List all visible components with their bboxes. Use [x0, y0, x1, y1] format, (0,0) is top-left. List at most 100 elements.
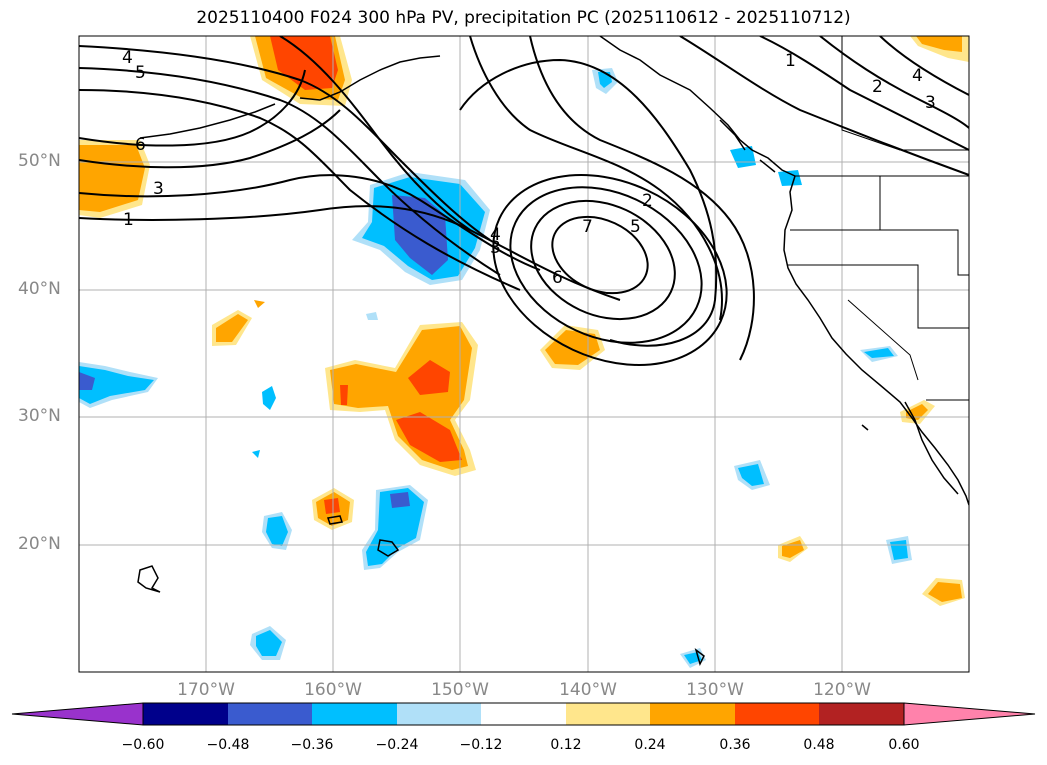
plot-frame [78, 35, 970, 673]
colorbar-tick-label: −0.36 [290, 737, 334, 753]
colorbar-tick-label: 0.48 [803, 737, 835, 753]
pv-contour [492, 174, 728, 366]
pv-contour-label: 3 [153, 179, 164, 199]
precip-area [340, 385, 348, 405]
pv-contour-label: 3 [490, 238, 501, 258]
pv-contour [679, 36, 969, 176]
precip-area [390, 492, 410, 508]
colorbar-bin [481, 703, 566, 725]
pv-contour [529, 36, 755, 361]
precip-area [262, 386, 276, 410]
colorbar-tick-label: 0.12 [550, 737, 582, 753]
lon-label: 140°W [559, 680, 617, 700]
colorbar-bin [566, 703, 650, 725]
lon-label: 170°W [177, 680, 235, 700]
lon-label: 150°W [431, 680, 489, 700]
pv-contour [459, 58, 718, 347]
island [137, 565, 161, 593]
precip-area [778, 170, 802, 186]
colorbar-tick-label: −0.24 [375, 737, 419, 753]
colorbar [11, 702, 1036, 726]
pv-contour [79, 67, 501, 276]
pv-contour-label: 7 [582, 217, 593, 237]
pv-contour [279, 36, 471, 231]
precip-area [324, 498, 340, 514]
colorbar-frame [142, 702, 905, 726]
pv-contour [530, 199, 676, 321]
lon-label: 160°W [304, 680, 362, 700]
colorbar-under-triangle [11, 702, 144, 726]
pv-contour-labels: 4 5 6 3 1 7 6 5 4 3 2 1 2 3 4 [122, 48, 936, 288]
colorbar-bin [312, 703, 397, 725]
precip-area [216, 314, 248, 342]
pv-contour [509, 186, 703, 344]
border [788, 264, 969, 329]
lat-label: 30°N [18, 406, 61, 426]
precip-area [252, 450, 260, 458]
coastline [599, 36, 969, 506]
pv-contour-label: 1 [123, 210, 134, 230]
colorbar-tick-label: 0.60 [888, 737, 920, 753]
precip-area [266, 516, 288, 546]
pv-contour [79, 45, 491, 241]
pv-contour-label: 5 [630, 217, 641, 237]
pv-contour-label: 5 [135, 63, 146, 83]
pv-contour [879, 36, 969, 96]
precip-area [366, 488, 424, 566]
pv-contour-label: 4 [490, 225, 501, 245]
colorbar-bin [735, 703, 819, 725]
colorbar-bin [397, 703, 481, 725]
colorbar-bin [228, 703, 312, 725]
pv-contour-label: 2 [872, 77, 883, 97]
pv-contour [819, 36, 969, 129]
precip-area [916, 36, 962, 52]
pv-contour-label: 6 [552, 268, 563, 288]
colorbar-tick-label: 0.36 [719, 737, 751, 753]
pv-contour [79, 89, 521, 291]
pv-contour [79, 205, 621, 301]
coastline [904, 401, 959, 495]
pv-contour-label: 4 [912, 66, 923, 86]
pv-contour-label: 2 [642, 191, 653, 211]
colorbar-tick-label: 0.24 [634, 737, 666, 753]
precip-area [79, 366, 154, 404]
colorbar-tick-label: −0.48 [206, 737, 250, 753]
pv-contour-label: 4 [122, 48, 133, 68]
island [327, 515, 343, 525]
precip-area [396, 412, 462, 462]
pv-contour [79, 69, 306, 147]
colorbar-bin [650, 703, 735, 725]
border [847, 299, 919, 381]
precip-area [864, 348, 894, 358]
lon-label: 130°W [686, 680, 744, 700]
island [377, 539, 400, 557]
lat-label: 40°N [18, 279, 61, 299]
lat-label: 50°N [18, 151, 61, 171]
colorbar-tick-label: −0.12 [459, 737, 503, 753]
precip-area [928, 582, 962, 602]
pv-contour [551, 215, 649, 295]
colorbar-bin [143, 703, 228, 725]
lat-label: 20°N [18, 534, 61, 554]
island [861, 424, 869, 431]
pv-contour [759, 36, 969, 151]
island [694, 648, 705, 667]
pv-contour [79, 109, 341, 169]
precip-area [738, 464, 764, 486]
border [841, 36, 969, 151]
pv-contour-label: 3 [925, 93, 936, 113]
precip-shading [79, 36, 969, 668]
precip-area [408, 360, 450, 395]
precip-area [366, 312, 378, 320]
gridlines [79, 36, 969, 672]
pv-contour-label: 1 [785, 51, 796, 71]
precip-area [79, 372, 95, 390]
colorbar-over-triangle [903, 702, 1036, 726]
coastline [719, 119, 776, 173]
colorbar-tick-label: −0.60 [121, 737, 165, 753]
pv-contour [79, 174, 541, 271]
precip-area [906, 404, 928, 420]
pv-contours [79, 36, 969, 366]
coastline [299, 55, 441, 101]
